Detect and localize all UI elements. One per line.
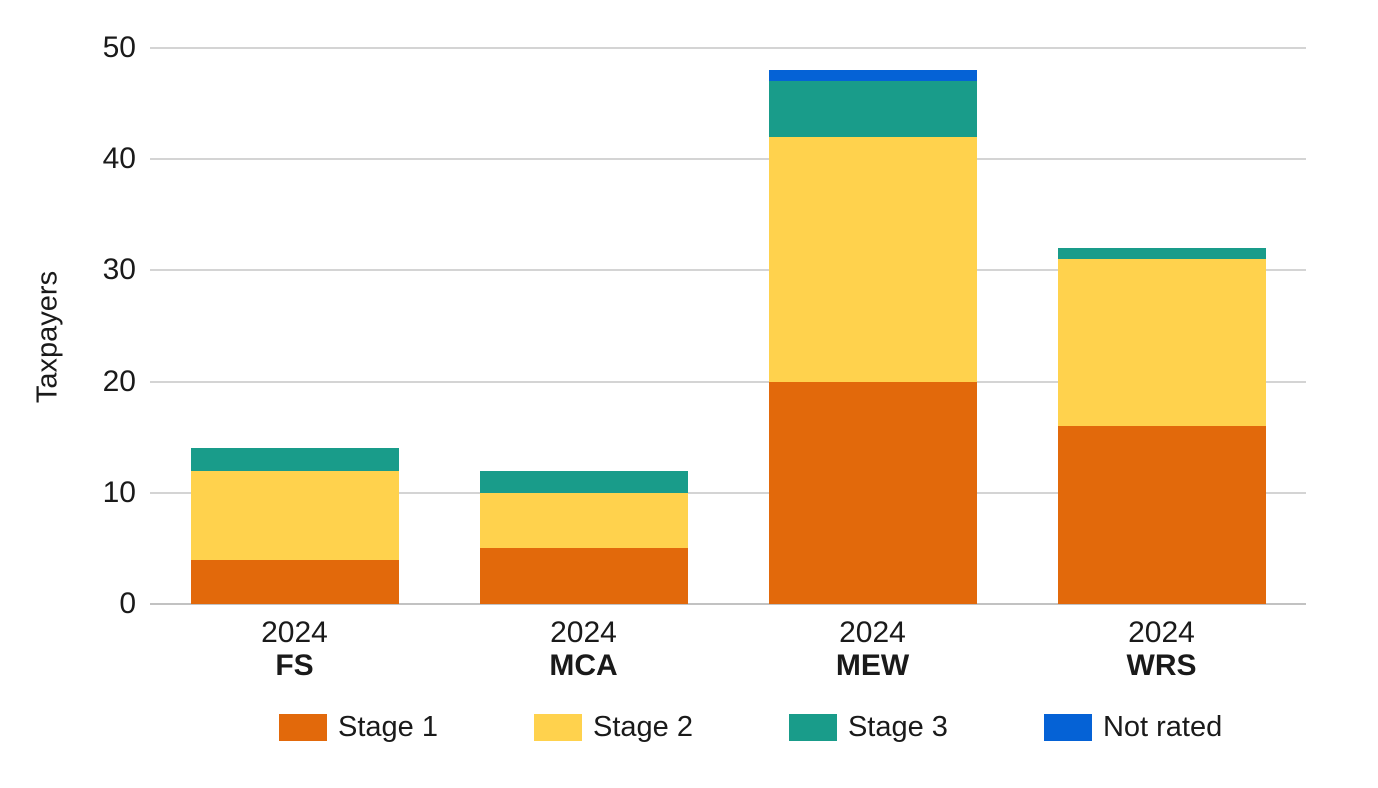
bar-segment-mew-stage-1	[768, 381, 977, 604]
x-tick-category-mca: MCA	[549, 649, 618, 682]
bar-segment-wrs-stage-2	[1057, 259, 1266, 427]
legend-item-stage-2: Stage 2	[533, 711, 693, 744]
legend-item-stage-3: Stage 3	[788, 711, 948, 744]
legend-swatch-stage-3	[788, 714, 837, 741]
gridline-20	[150, 380, 1306, 383]
legend-item-not-rated: Not rated	[1043, 711, 1223, 744]
legend-item-stage-1: Stage 1	[279, 711, 438, 744]
legend-swatch-stage-1	[279, 714, 327, 741]
bar-segment-mew-not-rated	[768, 70, 977, 82]
bar-segment-mca-stage-1	[479, 548, 688, 604]
gridline-40	[150, 158, 1306, 161]
y-tick-label-50: 50	[102, 31, 136, 64]
y-tick-label-40: 40	[102, 142, 136, 176]
x-tick-year-mca: 2024	[550, 616, 617, 649]
bar-segment-mca-stage-3	[479, 470, 688, 493]
x-tick-category-wrs: WRS	[1126, 649, 1197, 682]
legend: Stage 1 Stage 2 Stage 3 Not rated	[279, 711, 1222, 744]
legend-swatch-not-rated	[1043, 714, 1092, 741]
y-tick-label-10: 10	[102, 475, 136, 509]
bar-segment-fs-stage-1	[190, 559, 399, 604]
x-tick-year-mew: 2024	[839, 616, 906, 649]
legend-label-stage-3: Stage 3	[847, 711, 948, 743]
x-tick-year-fs: 2024	[261, 616, 328, 649]
legend-label-stage-1: Stage 1	[338, 711, 438, 743]
bar-segment-mew-stage-2	[768, 136, 977, 382]
y-tick-label-30: 30	[102, 253, 136, 287]
legend-label-stage-2: Stage 2	[592, 711, 693, 743]
bar-segment-fs-stage-2	[190, 470, 399, 560]
x-axis-line	[150, 603, 1306, 605]
gridline-30	[150, 269, 1306, 272]
x-tick-category-mew: MEW	[835, 649, 910, 682]
legend-swatch-stage-2	[533, 714, 582, 741]
bar-segment-mca-stage-2	[479, 492, 688, 549]
x-tick-category-fs: FS	[275, 649, 314, 682]
gridline-50	[150, 47, 1306, 49]
y-tick-label-0: 0	[119, 587, 136, 620]
bar-segment-mew-stage-3	[768, 81, 977, 137]
y-tick-label-20: 20	[102, 364, 136, 398]
bar-segment-fs-stage-3	[190, 448, 399, 471]
x-tick-year-wrs: 2024	[1128, 616, 1195, 649]
gridline-10	[150, 491, 1306, 494]
bar-segment-wrs-stage-1	[1057, 426, 1266, 604]
legend-label-not-rated: Not rated	[1102, 711, 1223, 743]
bar-segment-wrs-stage-3	[1057, 248, 1266, 260]
